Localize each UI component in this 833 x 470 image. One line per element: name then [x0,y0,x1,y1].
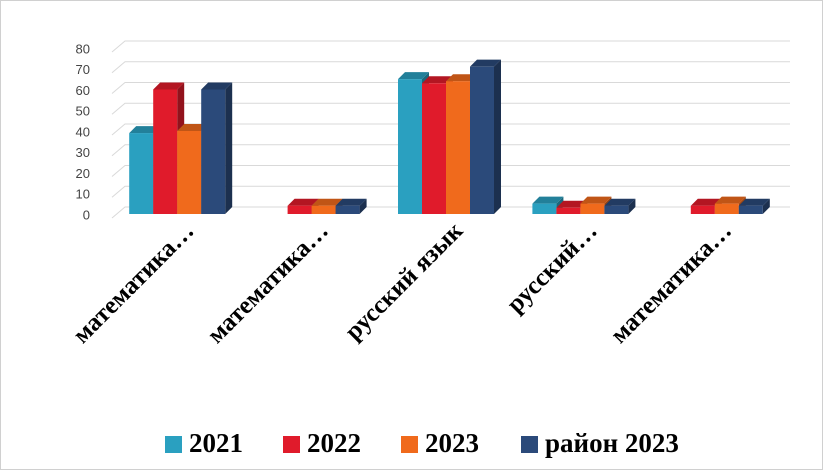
bar-top [714,196,746,204]
grid-line [111,102,790,115]
bar [287,205,312,214]
bar-side [628,198,636,214]
grid-line [111,82,790,94]
bar [129,133,154,214]
bar [335,205,360,214]
y-tick-label: 20 [76,166,90,181]
bar-group [470,59,501,214]
grid-line [111,165,790,177]
grid-line [111,144,790,157]
grid-line [111,40,790,53]
bar-side [494,59,501,214]
bar [604,205,629,214]
bar [153,89,178,214]
y-tick-label: 0 [83,207,90,222]
bar [398,79,422,214]
bar-top [556,200,588,208]
bar-top [446,74,477,82]
grid-line [111,123,790,136]
bar-side [225,82,233,214]
bar-top [398,72,429,80]
bar-top [422,76,453,84]
legend-swatch [165,436,182,453]
legend-swatch [521,436,538,453]
bar-group [153,82,185,214]
bar [470,66,494,214]
bar-top [153,82,185,90]
y-tick-label: 40 [76,124,90,139]
legend-label: 2023 [425,428,479,458]
bar [311,205,336,214]
bar-top [311,198,343,206]
bar-top [201,82,233,90]
grid-line [111,185,790,198]
bar [201,89,226,214]
bar-top [738,198,770,206]
legend-label: 2021 [189,428,243,458]
grid-line [111,61,790,74]
legend-swatch [283,436,300,453]
bar [738,205,763,214]
bar [422,83,446,215]
bar-group [604,198,636,214]
bar-top [287,198,319,206]
bar-top [532,196,564,204]
y-tick-label: 80 [76,41,90,56]
bar-top [470,59,501,67]
bar [556,207,581,214]
y-tick-label: 70 [76,62,90,77]
bar [177,131,202,214]
bar-top [690,198,722,206]
bar-top [604,198,636,206]
legend-label: район 2023 [545,428,679,458]
bar-group [335,198,367,214]
legend-swatch [401,436,418,453]
bar-top [177,124,209,131]
bar-top [335,198,367,206]
bar [690,205,715,214]
bar-side [762,198,770,214]
y-tick-label: 10 [76,187,90,202]
bar [580,203,605,214]
legend-label: 2022 [307,428,361,458]
bar-group [201,82,233,214]
bar-top [129,126,161,134]
bar-top [580,196,612,204]
bar-side [359,198,367,214]
bar-group [738,198,770,214]
bar [714,203,739,214]
y-tick-label: 60 [76,83,90,98]
bar [446,81,470,214]
bar [532,203,557,214]
y-tick-label: 30 [76,145,90,160]
y-tick-label: 50 [76,104,90,119]
